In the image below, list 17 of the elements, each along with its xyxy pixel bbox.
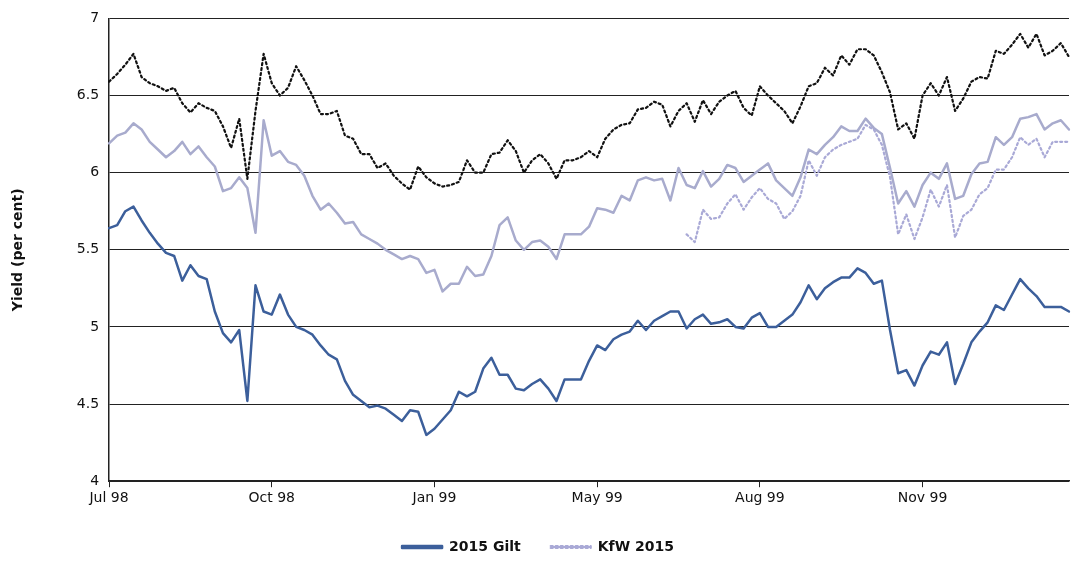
y-tick-label: 4.5	[76, 394, 100, 411]
x-tick-label: Jul 98	[88, 489, 129, 506]
x-tick-label: Nov 99	[897, 489, 948, 506]
x-tick-label: Oct 98	[248, 489, 296, 506]
x-tick-label: Aug 99	[735, 489, 785, 506]
x-tick-label: May 99	[571, 489, 623, 506]
legend-label: 2015 Gilt	[449, 537, 522, 554]
legend-label: KfW 2015	[597, 537, 674, 554]
y-tick-label: 6	[90, 163, 100, 180]
y-axis-title: Yield (per cent)	[9, 188, 26, 313]
y-tick-label: 6.5	[76, 86, 100, 103]
y-tick-label: 4	[90, 471, 100, 488]
y-tick-label: 5.5	[76, 240, 100, 257]
x-tick-label: Jan 99	[411, 489, 457, 506]
line-series	[107, 32, 1071, 191]
y-tick-label: 5	[90, 317, 100, 334]
y-tick-label: 7	[90, 9, 100, 26]
